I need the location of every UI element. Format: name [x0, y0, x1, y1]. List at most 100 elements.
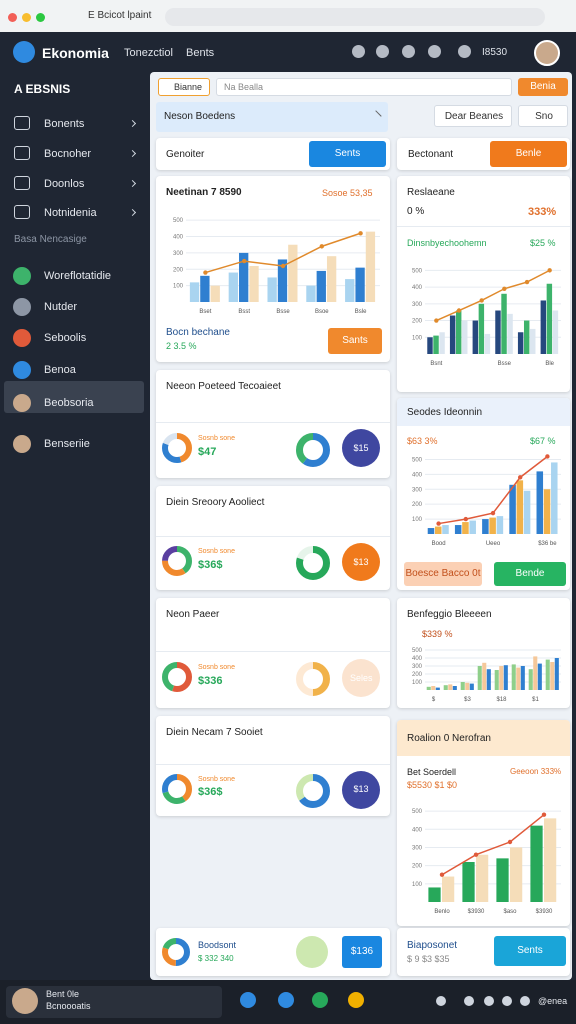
y-tick-label: 400 — [412, 285, 423, 291]
nav-link[interactable]: Tonezctiol — [124, 47, 173, 59]
bar — [435, 687, 440, 690]
card-title: Diein Sreoory Aooliect — [166, 497, 265, 508]
bar — [523, 320, 530, 354]
address-bar[interactable] — [165, 8, 545, 26]
tray-icon — [520, 996, 530, 1006]
bar — [448, 684, 453, 690]
y-tick-label: 200 — [412, 319, 423, 325]
menu-item[interactable]: Seboolis — [44, 332, 87, 344]
window-dot — [8, 13, 17, 22]
card-stat: 333% — [528, 206, 557, 218]
bar — [530, 825, 543, 902]
y-tick-label: 400 — [412, 472, 423, 478]
tray-icon — [464, 996, 474, 1006]
y-tick-label: 200 — [173, 267, 184, 273]
card-divider — [156, 535, 390, 537]
bar — [551, 462, 558, 534]
header-icon — [402, 45, 415, 58]
donut-segment — [296, 546, 330, 581]
card-caption: Sosnb sone — [198, 434, 235, 442]
card-button[interactable]: Boesce Bacco 0t — [404, 562, 482, 586]
taskbar-app[interactable] — [240, 992, 256, 1008]
bar — [530, 328, 536, 354]
x-tick-label: $aso — [503, 909, 517, 915]
card-title: Diein Necam 7 Sooiet — [166, 727, 263, 738]
bar — [210, 285, 220, 302]
toolbar-button[interactable]: Benia — [518, 78, 568, 96]
x-tick-label: Bset — [199, 309, 211, 315]
bar — [544, 818, 557, 902]
card-button[interactable]: Sants — [328, 328, 382, 354]
card-button[interactable]: Sents — [494, 936, 566, 966]
menu-item[interactable]: Doonlos — [44, 178, 85, 190]
header-icon — [352, 45, 365, 58]
taskbar-app[interactable] — [312, 992, 328, 1008]
card-button[interactable]: $136 — [342, 936, 382, 968]
menu-item[interactable]: Benseriie — [44, 438, 90, 450]
taskbar-app[interactable] — [278, 992, 294, 1008]
y-tick-label: 300 — [412, 664, 423, 670]
bar — [326, 256, 337, 302]
bar — [426, 686, 431, 690]
card-button[interactable]: Bende — [494, 562, 566, 586]
donut-segment — [162, 774, 192, 804]
menu-item[interactable]: Notnidenia — [44, 207, 97, 219]
bar — [509, 484, 516, 534]
search-button[interactable]: Sents — [309, 141, 386, 167]
donut-segment — [162, 938, 190, 966]
tab-title: E Bcicot lpaint — [88, 10, 152, 21]
app-name: Ekonomia — [42, 45, 109, 61]
x-tick-label: Bood — [432, 541, 446, 547]
line-point — [541, 812, 547, 817]
menu-item[interactable]: Beobsoria — [44, 397, 94, 409]
bar — [469, 683, 474, 690]
y-tick-label: 300 — [412, 302, 423, 308]
x-tick-label: $1 — [532, 697, 539, 703]
filter-chip[interactable] — [158, 78, 210, 96]
bar — [442, 525, 449, 534]
x-tick-label: $ — [432, 697, 436, 703]
y-tick-label: 200 — [412, 502, 423, 508]
line-point — [242, 258, 247, 264]
notice-button[interactable]: Dear Beanes — [434, 105, 512, 127]
line-point — [203, 270, 208, 275]
donut-segment — [162, 432, 192, 463]
badge-label: $13 — [353, 556, 369, 567]
y-tick-label: 500 — [173, 218, 184, 224]
bar — [546, 283, 553, 354]
menu-item[interactable]: Woreflotatidie — [44, 270, 112, 282]
x-tick-label: Ueeo — [486, 541, 501, 547]
card-header — [397, 720, 570, 756]
bar — [476, 854, 489, 902]
taskbar-app[interactable] — [348, 992, 364, 1008]
bar — [543, 489, 551, 534]
tray-icon — [484, 996, 494, 1006]
donut-segment — [296, 661, 330, 696]
chart: 100 200 300 400 500 $ $3 $18 $1 — [412, 648, 561, 703]
y-tick-label: 400 — [173, 235, 184, 241]
menu-item[interactable]: Benoa — [44, 364, 76, 376]
bar — [462, 522, 469, 534]
menu-item[interactable]: Bocnoher — [44, 148, 92, 160]
notice-button[interactable]: Sno — [518, 105, 568, 127]
x-tick-label: $36 be — [538, 541, 557, 547]
card-title: Biaposonet — [407, 940, 458, 951]
card-label: Bocn bechane — [166, 327, 230, 338]
bar — [520, 666, 525, 690]
bar — [540, 300, 547, 354]
nav-link[interactable]: Bents — [186, 47, 215, 59]
y-tick-label: 500 — [412, 268, 423, 274]
menu-item[interactable]: Bonents — [44, 118, 85, 130]
card-title: Seodes Ideonnin — [407, 407, 483, 418]
donut — [162, 774, 192, 804]
y-tick-label: 200 — [412, 672, 423, 678]
x-tick-label: Bsoe — [315, 309, 329, 315]
bar — [494, 670, 499, 690]
card-sub: $ 9 $3 $35 — [407, 954, 450, 964]
menu-item[interactable]: Nutder — [44, 301, 78, 313]
badge-label: Seles — [350, 672, 373, 683]
bar — [228, 272, 238, 302]
search-button[interactable]: Benle — [490, 141, 567, 167]
bar — [482, 662, 487, 690]
search-box[interactable] — [216, 78, 512, 96]
